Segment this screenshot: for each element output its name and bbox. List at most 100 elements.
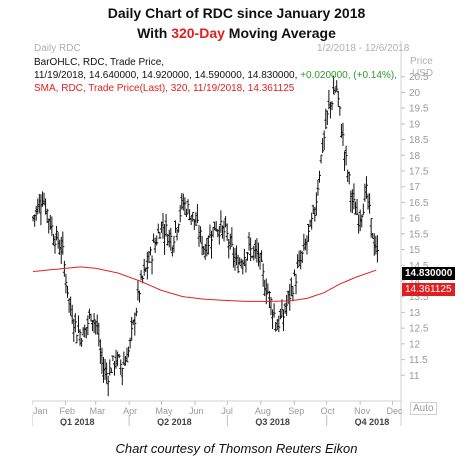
ohlc-bar	[139, 270, 143, 281]
ohlc-bar	[264, 278, 268, 305]
ohlc-bar	[322, 130, 326, 150]
ohlc-bar	[250, 255, 254, 259]
chart-svg[interactable]: 11 11.5 12 12.5 13 13.5 14 14.5 15 15.5 16 16.5 17 17…	[32, 41, 464, 426]
y-tick-label: 20.5	[409, 72, 429, 83]
ohlc-bar	[292, 269, 296, 277]
ohlc-bar	[364, 176, 368, 199]
y-tick-label: 20	[409, 88, 421, 99]
ohlc-bar	[319, 154, 323, 164]
ohlc-bar	[375, 235, 379, 263]
sma-legend-line: SMA, RDC, Trade Price(Last), 320, 11/19/…	[34, 83, 295, 94]
ohlc-bar	[350, 189, 354, 214]
ohlc-bar	[169, 227, 173, 251]
x-month-label: Jun	[189, 406, 204, 416]
ohlc-bar	[142, 258, 146, 276]
ohlc-bar	[76, 315, 80, 334]
ohlc-bar	[33, 214, 37, 227]
ohlc-bar	[266, 283, 270, 294]
ohlc-bar	[119, 359, 123, 375]
ohlc-bar	[34, 205, 38, 221]
ohlc-bar	[189, 215, 193, 225]
sma-value-label: 14.361125	[402, 283, 455, 296]
y-tick-group: 11 11.5 12 12.5 13 13.5 14 14.5 15 15.5 16 16.5 17 17…	[401, 72, 429, 382]
ohlc-bar	[357, 214, 361, 234]
last-price-label: 14.830000	[402, 267, 456, 280]
ohlc-bar	[84, 327, 88, 339]
ohlc-bar	[122, 351, 126, 366]
ohlc-bar	[352, 183, 356, 210]
ohlc-bar	[358, 209, 362, 232]
ohlc-bar	[130, 316, 134, 341]
ohlc-bar	[83, 324, 87, 338]
ohlc-legend-values: 11/19/2018, 14.640000, 14.920000, 14.590…	[34, 70, 298, 81]
ohlc-bar	[194, 212, 198, 227]
ohlc-bar	[368, 193, 372, 214]
ohlc-bar	[288, 283, 292, 311]
chart-panel[interactable]: 11 11.5 12 12.5 13 13.5 14 14.5 15 15.5 16 16.5 17 17…	[32, 41, 464, 426]
ohlc-bar	[307, 223, 311, 242]
ohlc-bar	[239, 258, 243, 268]
ohlc-bar	[314, 192, 318, 216]
ohlc-bar	[260, 250, 264, 262]
ohlc-bar	[156, 223, 160, 234]
ohlc-bar	[67, 298, 71, 313]
ohlc-bar	[335, 80, 339, 92]
ohlc-bar	[338, 105, 342, 116]
panel-date-range: 1/2/2018 - 12/6/2018	[317, 43, 410, 54]
ohlc-bar	[158, 232, 162, 239]
ohlc-bar	[184, 208, 188, 217]
y-tick-label: 11.5	[409, 355, 428, 366]
ohlc-bar	[244, 258, 248, 273]
y-tick-label: 16.5	[409, 198, 429, 209]
ohlc-bar	[246, 251, 250, 261]
y-tick-label: 18.5	[409, 135, 429, 146]
y-tick-label: 14.5	[409, 261, 429, 272]
chart-title-line-2: With 320-Day Moving Average	[0, 25, 473, 41]
y-tick-label: 16	[409, 214, 421, 225]
ohlc-bar	[125, 347, 129, 363]
ohlc-bar	[152, 233, 156, 243]
ohlc-bar	[283, 302, 287, 314]
ohlc-bar	[109, 368, 113, 374]
y-tick-label: 17.5	[409, 167, 429, 178]
ohlc-bar	[236, 254, 240, 274]
ohlc-bar	[172, 235, 176, 253]
ohlc-bar	[98, 339, 102, 364]
ohlc-bar	[261, 263, 265, 287]
auto-scale-button[interactable]: Auto	[410, 402, 437, 415]
ohlc-bar	[341, 122, 345, 146]
ohlc-bar	[211, 226, 215, 238]
ohlc-bar	[372, 233, 376, 256]
ohlc-values-line: 11/19/2018, 14.640000, 14.920000, 14.590…	[34, 70, 397, 81]
ohlc-bar	[256, 242, 260, 267]
ohlc-bar	[282, 309, 286, 332]
ohlc-bar	[222, 220, 226, 242]
sma-320-line	[33, 266, 377, 302]
ohlc-bar	[148, 246, 152, 256]
ohlc-bar	[310, 212, 314, 230]
ohlc-bar	[161, 212, 165, 239]
ohlc-bar	[258, 252, 262, 270]
ohlc-legend-change: +0.020000, (+0.14%),	[300, 70, 397, 81]
y-tick-label: 17	[409, 182, 421, 193]
ohlc-bar	[114, 349, 118, 369]
ohlc-bar	[153, 237, 157, 253]
ohlc-bar	[289, 277, 293, 297]
ohlc-bar	[355, 198, 359, 215]
ohlc-bar	[318, 170, 322, 183]
ohlc-bar	[205, 237, 209, 257]
ohlc-bar	[269, 296, 273, 316]
ohlc-bar	[353, 201, 357, 215]
ohlc-bar	[371, 233, 375, 239]
ohlc-bar	[235, 245, 239, 266]
chart-caption: Chart courtesy of Thomson Reuters Eikon	[115, 441, 358, 456]
ohlc-bar	[105, 362, 109, 384]
ohlc-bar	[72, 318, 76, 342]
title-suffix: Moving Average	[224, 25, 336, 41]
y-tick-label: 15.5	[409, 229, 429, 240]
ohlc-bar	[272, 303, 276, 318]
ohlc-bar	[100, 347, 104, 374]
x-month-label: Nov	[354, 406, 371, 416]
ohlc-bar	[360, 214, 364, 228]
ohlc-bar	[45, 208, 49, 223]
